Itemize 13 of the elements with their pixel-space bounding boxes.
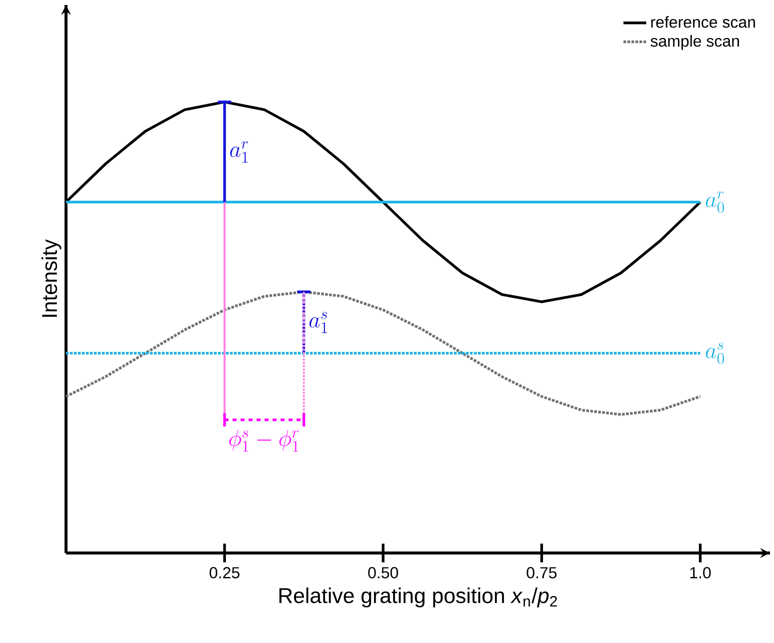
ref-line-label: $a_0^r$ — [706, 191, 724, 213]
x-tick-label: 0.75 — [526, 567, 557, 578]
y-axis-title: Intensity — [41, 239, 62, 317]
x-tick-label: 0.50 — [368, 567, 398, 578]
annotation: $a_1^s$ — [309, 312, 328, 333]
ref-line-label: $a_0^s$ — [706, 342, 724, 364]
legend-label: sample scan — [650, 34, 739, 50]
x-tick-label: 0.25 — [210, 567, 240, 578]
x-axis-title: Relative grating position x$_{n}$/p$_{2}$ — [279, 588, 557, 608]
annotation: $\phi_1^s - \phi_1^r$ — [229, 430, 298, 452]
legend-label: reference scan — [651, 16, 755, 28]
annotation: $a_1^r$ — [230, 141, 248, 163]
x-tick-label: 1.0 — [690, 567, 711, 578]
